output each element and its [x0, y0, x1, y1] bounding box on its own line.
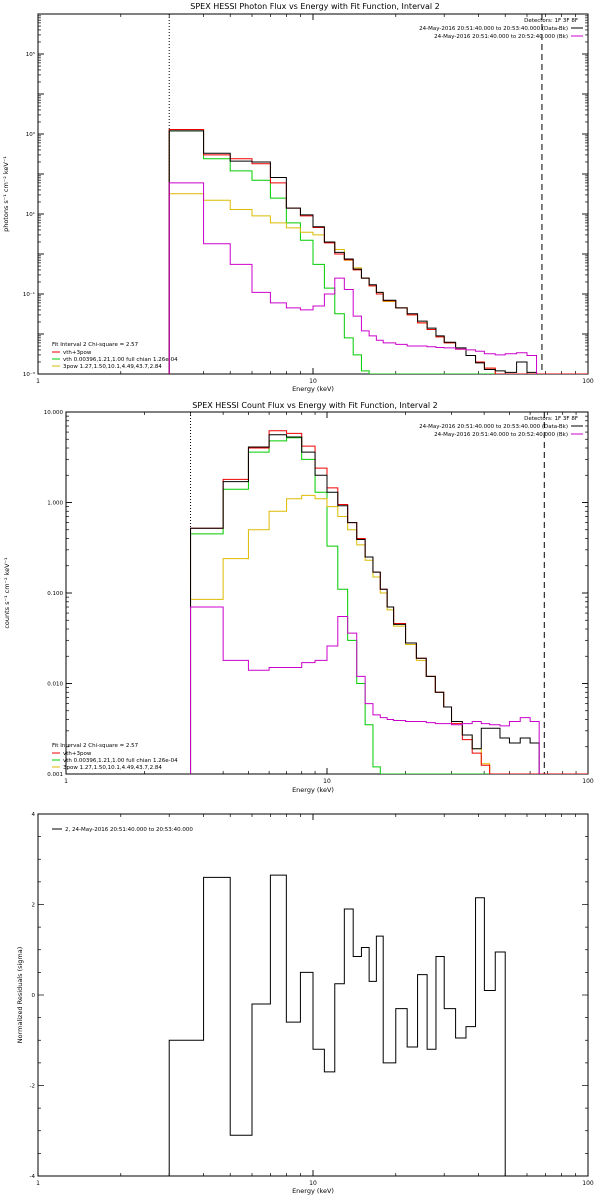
panel2-xlabel: Energy (keV) [292, 786, 334, 794]
panel2-frame [65, 411, 589, 775]
y-tick-label: 10⁻³ [23, 371, 35, 378]
panel2-detectors-text: Detectors: 1F 3F 8F [524, 416, 578, 422]
x-tick-label: 1 [36, 378, 40, 385]
panel2-fit-legend: Fit Interval 2 Chi-square = 2.57 vth+3po… [52, 743, 178, 771]
panel3-ylabel: Normalized Residuals (sigma) [16, 947, 24, 1044]
y-tick-label: 2 [32, 903, 36, 909]
x-tick-label: 100 [582, 778, 594, 785]
series-2-line [168, 128, 588, 374]
y-tick-label: 10¹ [26, 211, 35, 218]
series-0-line [168, 130, 538, 374]
series-0-line [190, 434, 540, 774]
panel1-detectors-text: Detectors: 1F 3F 8F [524, 18, 578, 24]
panel1-ylabel: photons s⁻¹ cm⁻² keV⁻¹ [2, 156, 10, 232]
panel2-bk-range-text: 24-May-2016 20:51:40.000 to 20:52:40.000… [434, 432, 568, 438]
panel1-fit-label: Fit Interval 2 Chi-square = 2.57 [52, 342, 139, 348]
x-tick-label: 1 [36, 1180, 40, 1187]
panel1-legend-label-2: vth 0.00396,1.21,1.00 full chian 1.26e-0… [63, 357, 178, 363]
count-flux-panel: SPEX HESSI Count Flux vs Energy with Fit… [3, 401, 594, 794]
panel1-legend-label-3: 3pow 1.27,1.50,10.1,4.49,43.7,2.84 [63, 364, 162, 370]
panel3-xlabel: Energy (keV) [292, 1187, 334, 1195]
series-1-line [190, 606, 540, 774]
x-tick-label: 10 [323, 778, 331, 785]
panel1-xlabel: Energy (keV) [292, 385, 334, 393]
panel1-data-range-text: 24-May-2016 20:51:40.000 to 20:53:40.000… [419, 26, 568, 32]
series-0-line [168, 874, 506, 1176]
series-1-line [168, 182, 538, 374]
series-3-line [168, 130, 588, 374]
y-tick-label: 0.010 [47, 682, 63, 688]
series-3-line [190, 437, 588, 774]
x-tick-label: 1 [64, 778, 68, 785]
series-4-line [168, 193, 588, 374]
x-tick-label: 10 [309, 378, 317, 385]
panel1-legend-label-1: vth+3pow [63, 350, 92, 356]
residuals-panel: 2, 24-May-2016 20:51:40.000 to 20:53:40.… [16, 812, 594, 1195]
y-tick-label: 10⁻¹ [23, 291, 35, 298]
panel2-plot-area: 1 10 100 0.001 0.010 0.100 1.000 10.000 [44, 410, 594, 785]
x-tick-label: 100 [582, 1180, 594, 1187]
y-tick-label: 0.100 [47, 591, 63, 597]
y-tick-label: 0.001 [47, 772, 63, 778]
panel1-fit-legend: Fit Interval 2 Chi-square = 2.57 vth+3po… [52, 342, 178, 370]
panel3-legend: 2, 24-May-2016 20:51:40.000 to 20:53:40.… [52, 827, 193, 833]
y-tick-label: 10⁵ [26, 51, 35, 58]
panel2-data-range-text: 24-May-2016 20:51:40.000 to 20:53:40.000… [419, 424, 568, 430]
y-tick-label: -4 [30, 1174, 36, 1180]
x-tick-label: 100 [582, 378, 594, 385]
panel2-ylabel: counts s⁻¹ cm⁻² keV⁻¹ [3, 557, 11, 629]
y-tick-label: 10.000 [44, 410, 64, 416]
panel2-legend-label-2: vth 0.00396,1.21,1.00 full chian 1.26e-0… [63, 758, 178, 764]
panel2-header: Detectors: 1F 3F 8F 24-May-2016 20:51:40… [419, 416, 583, 438]
y-tick-label: 1.000 [47, 501, 63, 507]
y-tick-label: 10³ [26, 131, 35, 138]
series-2-line [190, 430, 588, 774]
panel2-legend-label-1: vth+3pow [63, 751, 92, 757]
panel2-title: SPEX HESSI Count Flux vs Energy with Fit… [192, 401, 437, 410]
series-4-line [190, 494, 588, 774]
y-tick-label: -2 [30, 1084, 35, 1090]
panel1-bk-range-text: 24-May-2016 20:51:40.000 to 20:52:40.000… [434, 34, 568, 40]
panel1-title: SPEX HESSI Photon Flux vs Energy with Fi… [190, 2, 440, 11]
y-tick-label: 0 [32, 993, 36, 999]
x-tick-label: 10 [309, 1180, 317, 1187]
panel2-legend-label-3: 3pow 1.27,1.50,10.1,4.49,43.7,2.84 [63, 765, 162, 771]
y-tick-label: 4 [32, 812, 36, 818]
panel1-header: Detectors: 1F 3F 8F 24-May-2016 20:51:40… [419, 18, 583, 40]
panel2-fit-label: Fit Interval 2 Chi-square = 2.57 [52, 743, 139, 749]
panel1-plot-area: 1 10 100 10⁻³ 10⁻¹ 10¹ 10³ 10⁵ [23, 13, 594, 385]
panel3-plot-area: 1 10 100 -4 -2 0 2 4 [30, 812, 594, 1187]
panel3-legend-label: 2, 24-May-2016 20:51:40.000 to 20:53:40.… [65, 827, 193, 833]
photon-flux-panel: SPEX HESSI Photon Flux vs Energy with Fi… [2, 2, 594, 393]
panel1-frame [37, 13, 589, 375]
